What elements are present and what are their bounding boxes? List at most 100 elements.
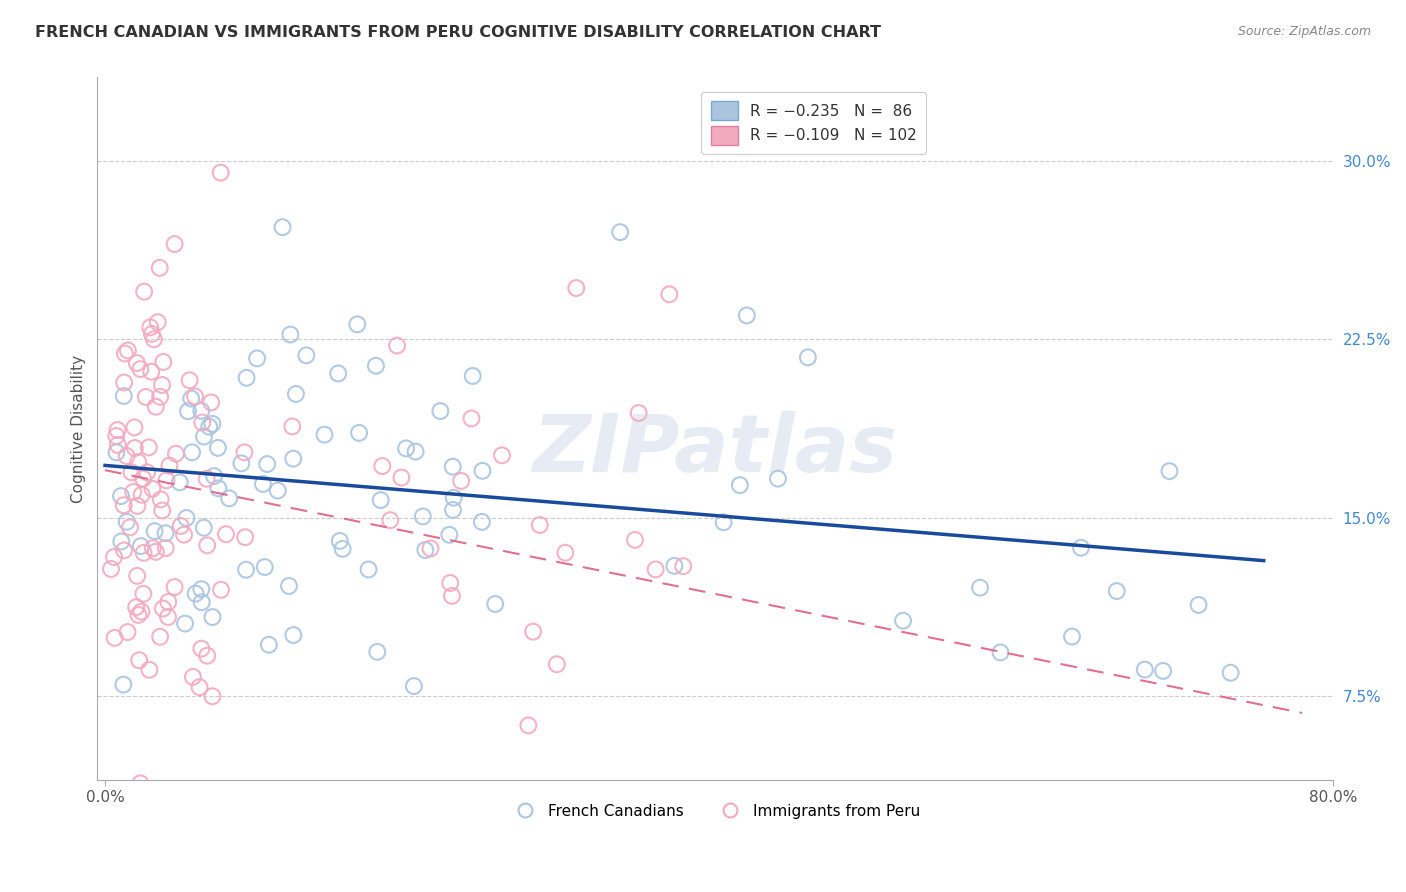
Point [357, 562, 380, 576]
Point [429, 404, 451, 418]
Point [522, 624, 544, 639]
Point [441, 503, 464, 517]
Point [284, 387, 307, 401]
Point [713, 516, 735, 530]
Point [380, 513, 402, 527]
Point [150, 378, 173, 392]
Point [554, 546, 576, 560]
Point [209, 582, 232, 597]
Point [218, 491, 240, 506]
Point [174, 616, 197, 631]
Point [969, 581, 991, 595]
Point [207, 481, 229, 495]
Point [110, 489, 132, 503]
Point [127, 455, 149, 469]
Point [439, 528, 461, 542]
Point [145, 400, 167, 414]
Point [138, 663, 160, 677]
Point [450, 474, 472, 488]
Point [233, 445, 256, 459]
Point [347, 425, 370, 440]
Point [624, 533, 647, 547]
Point [271, 220, 294, 235]
Point [190, 641, 212, 656]
Point [546, 657, 568, 672]
Point [104, 631, 127, 645]
Point [461, 369, 484, 384]
Point [370, 493, 392, 508]
Point [201, 417, 224, 431]
Point [200, 395, 222, 409]
Point [118, 520, 141, 534]
Point [190, 595, 212, 609]
Point [215, 527, 238, 541]
Point [190, 404, 212, 418]
Point [395, 442, 418, 456]
Point [253, 560, 276, 574]
Point [283, 628, 305, 642]
Point [142, 541, 165, 556]
Point [728, 478, 751, 492]
Point [252, 477, 274, 491]
Point [644, 562, 666, 576]
Point [385, 338, 408, 352]
Point [1133, 663, 1156, 677]
Point [672, 559, 695, 574]
Point [145, 545, 167, 559]
Point [124, 420, 146, 434]
Point [891, 614, 914, 628]
Point [1187, 598, 1209, 612]
Point [195, 538, 218, 552]
Point [125, 600, 148, 615]
Point [209, 166, 232, 180]
Point [190, 582, 212, 596]
Point [235, 563, 257, 577]
Point [129, 539, 152, 553]
Point [112, 677, 135, 691]
Text: ZIPatlas: ZIPatlas [533, 410, 897, 489]
Point [332, 541, 354, 556]
Point [346, 318, 368, 332]
Point [439, 576, 461, 591]
Point [139, 320, 162, 334]
Point [364, 359, 387, 373]
Point [112, 376, 135, 390]
Point [202, 469, 225, 483]
Point [181, 445, 204, 459]
Point [138, 441, 160, 455]
Point [134, 285, 156, 299]
Point [117, 625, 139, 640]
Point [664, 558, 686, 573]
Point [1070, 541, 1092, 555]
Point [150, 503, 173, 517]
Point [159, 458, 181, 473]
Point [152, 355, 174, 369]
Point [127, 499, 149, 513]
Point [127, 569, 149, 583]
Point [267, 483, 290, 498]
Point [141, 482, 163, 496]
Point [181, 670, 204, 684]
Point [179, 373, 201, 387]
Point [149, 390, 172, 404]
Point [256, 457, 278, 471]
Point [443, 491, 465, 505]
Point [1105, 584, 1128, 599]
Point [184, 389, 207, 403]
Point [132, 587, 155, 601]
Point [152, 601, 174, 615]
Point [132, 472, 155, 486]
Point [283, 451, 305, 466]
Point [125, 356, 148, 370]
Text: Source: ZipAtlas.com: Source: ZipAtlas.com [1237, 25, 1371, 38]
Point [766, 472, 789, 486]
Point [201, 690, 224, 704]
Point [129, 362, 152, 376]
Point [149, 260, 172, 275]
Point [131, 488, 153, 502]
Point [797, 351, 820, 365]
Point [180, 392, 202, 406]
Point [121, 465, 143, 479]
Point [491, 448, 513, 462]
Point [413, 543, 436, 558]
